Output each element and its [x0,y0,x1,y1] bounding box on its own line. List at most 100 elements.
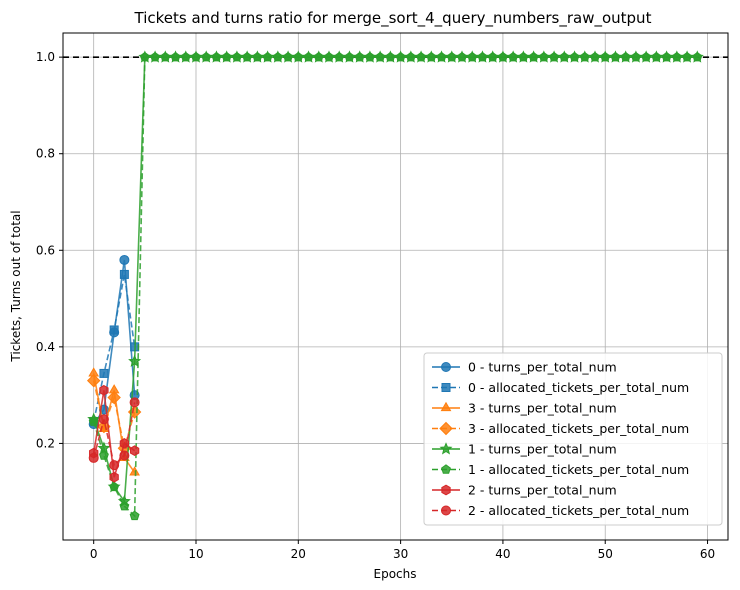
series-6-point-1 [99,384,109,396]
y-axis-ticks: 0.2 0.4 0.6 0.8 1.0 [36,50,63,450]
series-7-point-4 [129,397,140,408]
series-5-point-37 [467,51,478,62]
series-5-point-56 [661,51,672,62]
series-5-point-22 [313,51,324,62]
series-5-point-1 [98,450,109,460]
series-5-point-13 [221,51,232,62]
series-5-point-20 [293,51,304,62]
series-7-point-0 [88,452,99,463]
series-5-point-53 [630,51,641,62]
series-3-point-0 [86,373,101,388]
series-5-point-10 [191,51,201,62]
series-5-point-49 [590,51,600,62]
legend-marker-1 [441,383,451,392]
legend-marker-2 [440,401,452,412]
legend-label-5: 1 - allocated_tickets_per_total_num [468,462,689,477]
x-axis-label: Epochs [374,567,417,581]
series-2-point-4 [129,466,140,476]
series-1-point-2 [109,325,119,335]
series-5-point-32 [416,51,427,62]
series-5-point-23 [324,51,334,62]
series-5-point-47 [569,51,580,62]
series-5-point-46 [559,51,570,62]
series-5-point-8 [170,51,181,62]
series-7-point-3 [119,450,130,461]
series-5-point-33 [426,51,437,62]
legend-item-7: 2 - allocated_tickets_per_total_num [432,503,689,518]
series-1-point-1 [99,368,109,378]
series-5 [88,51,703,521]
legend-label-2: 3 - turns_per_total_num [468,401,617,416]
x-tick-label-2: 20 [291,547,306,561]
series-5-point-3 [119,500,130,511]
legend-marker-5 [441,464,451,474]
x-tick-label-4: 40 [495,547,510,561]
y-tick-label-1: 0.4 [36,340,55,354]
series-5-point-40 [497,51,508,62]
series-5-point-43 [528,51,539,62]
legend-label-1: 0 - allocated_tickets_per_total_num [468,380,689,395]
series-5-point-4 [129,510,140,521]
series-5-point-18 [272,51,283,62]
series-5-point-55 [651,51,662,62]
series-5-point-39 [487,51,498,62]
series-5-point-12 [211,51,222,62]
series-5-point-52 [620,51,631,62]
y-tick-label-2: 0.6 [36,243,55,257]
series-5-point-7 [160,51,171,62]
series-5-point-2 [109,481,120,492]
series-5-point-59 [692,51,703,62]
series-5-point-0 [88,416,99,426]
legend-marker-6 [441,484,451,496]
series-group [86,50,704,521]
series-5-point-36 [457,51,467,62]
x-tick-label-0: 0 [90,547,98,561]
series-5-point-42 [518,51,529,62]
series-1-point-3 [119,269,129,279]
series-5-point-34 [436,51,447,62]
series-5-point-45 [549,51,560,62]
legend-item-6: 2 - turns_per_total_num [432,483,617,498]
series-5-point-57 [671,51,682,62]
series-5-point-16 [252,51,263,62]
series-5-point-41 [508,51,519,62]
chart-title: Tickets and turns ratio for merge_sort_4… [134,9,652,28]
series-6-point-2 [109,471,119,483]
series-5-point-14 [231,51,242,62]
legend-box [423,352,723,526]
series-5-point-58 [682,51,693,62]
legend: 0 - turns_per_total_num 0 - allocated_tic… [423,352,723,526]
series-5-point-15 [242,51,253,62]
legend-marker-7 [441,505,451,516]
legend-item-4: 1 - turns_per_total_num [432,442,617,457]
series-5-point-9 [180,51,191,62]
series-5-point-17 [262,51,273,62]
series-5-point-5 [139,51,150,62]
y-tick-label-3: 0.8 [36,147,55,161]
legend-marker-4 [439,442,453,455]
legend-marker-3 [439,421,453,436]
series-5-point-24 [334,51,345,62]
series-5-point-11 [201,51,212,62]
y-tick-label-4: 1.0 [36,50,55,64]
series-5-point-50 [600,51,611,62]
legend-item-5: 1 - allocated_tickets_per_total_num [432,462,689,477]
series-5-point-26 [354,51,365,62]
legend-item-3: 3 - allocated_tickets_per_total_num [432,421,689,436]
x-axis-ticks: 0 10 20 30 40 50 60 [90,540,715,561]
series-6-point-4 [129,445,140,457]
legend-item-1: 0 - allocated_tickets_per_total_num [432,380,689,395]
series-5-point-25 [344,51,355,62]
series-5-point-54 [641,51,652,62]
legend-label-6: 2 - turns_per_total_num [468,483,617,498]
y-axis-label: Tickets, Turns out of total [9,210,23,362]
series-5-point-38 [477,51,488,62]
series-5-point-19 [283,51,294,62]
x-tick-label-5: 50 [598,547,613,561]
series-5-point-29 [385,51,396,62]
series-7-point-2 [109,460,120,471]
y-tick-label-0: 0.2 [36,436,55,450]
series-5-point-44 [538,51,549,62]
series-5-point-27 [364,51,375,62]
plot-frame [62,32,729,541]
